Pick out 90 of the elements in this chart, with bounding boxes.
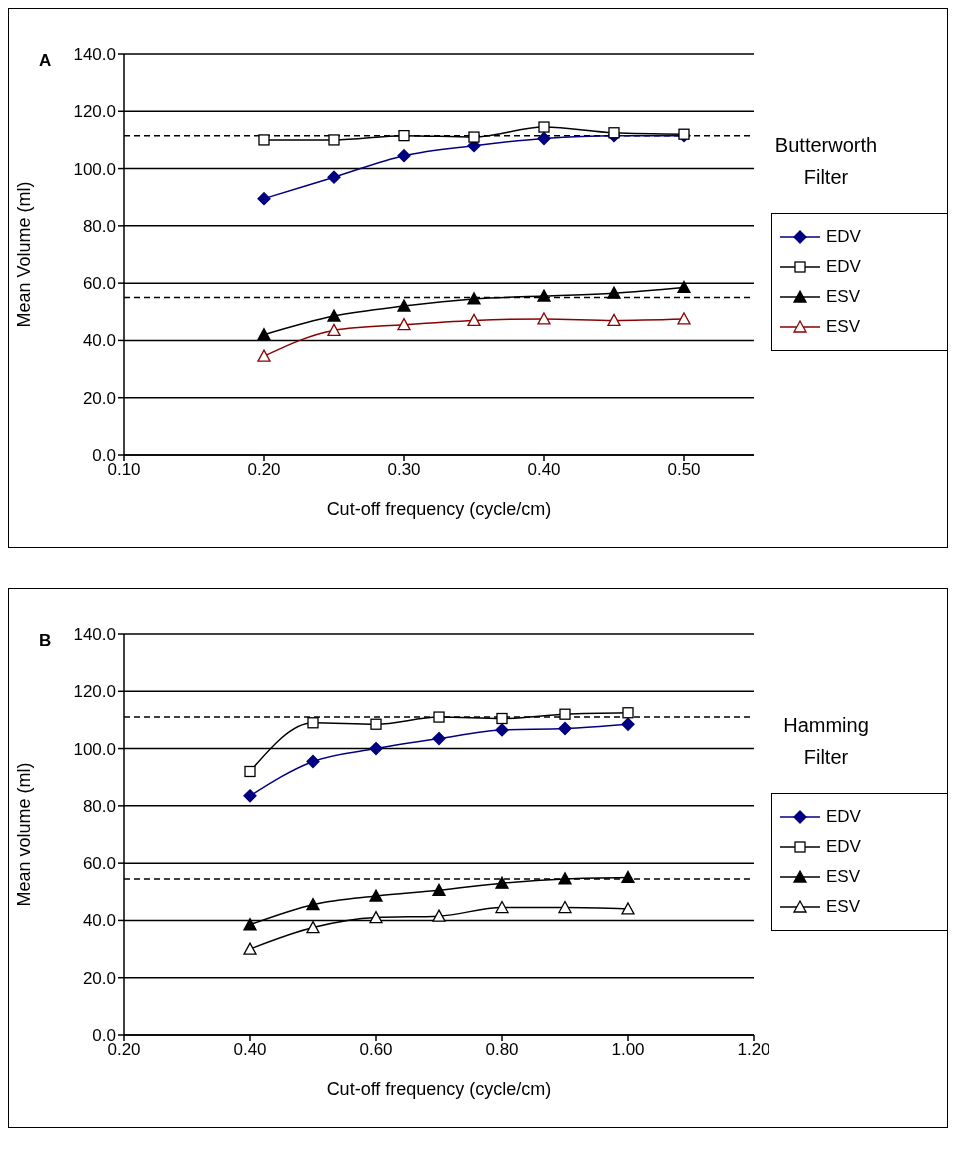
y-tick-label: 20.0 <box>82 968 116 988</box>
x-tick-label: 0.60 <box>359 1040 393 1060</box>
point <box>432 883 446 896</box>
x-tick-label: 1.20 <box>737 1040 771 1060</box>
point <box>622 707 634 719</box>
x-axis-title: Cut-off frequency (cycle/cm) <box>326 499 552 519</box>
point <box>495 876 509 889</box>
point <box>538 121 550 133</box>
point <box>677 312 691 325</box>
point <box>328 134 340 146</box>
point <box>327 323 341 337</box>
y-tick-label: 80.0 <box>82 216 116 236</box>
legend-title: Butterworth Filter <box>773 133 879 190</box>
point <box>496 712 508 725</box>
point <box>537 312 551 325</box>
y-tick-label: 100.0 <box>73 739 116 759</box>
x-tick-label: 0.50 <box>667 460 701 480</box>
point <box>257 349 271 362</box>
point <box>607 313 621 327</box>
y-tick-label: 20.0 <box>82 388 116 408</box>
point <box>621 902 635 915</box>
y-tick-label: 100.0 <box>73 159 116 179</box>
point <box>677 280 691 294</box>
legend-label: ESV <box>826 287 861 307</box>
point <box>432 731 446 746</box>
y-tick-label: 60.0 <box>82 274 116 294</box>
point <box>608 127 620 139</box>
legend-label: ESV <box>826 867 861 887</box>
x-tick-label: 0.30 <box>387 460 421 480</box>
legend-label: EDV <box>826 257 861 277</box>
point <box>397 318 411 331</box>
point <box>432 909 446 922</box>
point <box>244 765 256 778</box>
point <box>495 900 509 914</box>
x-tick-label: 0.40 <box>527 460 561 480</box>
y-tick-label: 140.0 <box>73 45 116 65</box>
x-tick-label: 0.40 <box>233 1040 267 1060</box>
point <box>397 149 411 163</box>
point <box>397 299 411 312</box>
point <box>257 328 271 341</box>
point <box>537 131 551 146</box>
point <box>468 131 480 143</box>
y-tick-label: 60.0 <box>82 854 116 874</box>
legend-label: EDV <box>826 227 861 247</box>
legend-title: Hamming Filter <box>782 713 870 770</box>
legend-label: EDV <box>826 837 861 857</box>
point <box>369 889 383 902</box>
point <box>433 711 445 723</box>
legend-label: EDV <box>826 807 861 827</box>
point <box>467 292 481 305</box>
point <box>306 920 320 934</box>
point <box>307 717 319 729</box>
point <box>258 134 270 146</box>
x-tick-label: 1.00 <box>611 1040 645 1060</box>
point <box>558 900 572 914</box>
point <box>243 942 257 955</box>
legend-label: ESV <box>826 897 861 917</box>
point <box>306 754 320 769</box>
point <box>257 192 271 206</box>
text: A <box>39 51 52 71</box>
y-axis-title: Mean volume (ml) <box>14 762 35 907</box>
point <box>621 717 635 731</box>
point <box>621 870 635 884</box>
point <box>369 910 383 924</box>
y-tick-label: 80.0 <box>82 796 116 816</box>
text: B <box>39 631 52 651</box>
x-axis-title: Cut-off frequency (cycle/cm) <box>326 1079 552 1099</box>
x-tick-label: 0.80 <box>485 1040 519 1060</box>
point <box>558 721 572 736</box>
legend-label: ESV <box>826 317 861 337</box>
point <box>559 708 571 720</box>
point <box>607 286 621 299</box>
point <box>327 309 341 322</box>
y-tick-label: 120.0 <box>73 102 116 122</box>
y-tick-label: 140.0 <box>73 625 116 645</box>
y-tick-label: 120.0 <box>73 682 116 702</box>
point <box>537 289 551 302</box>
x-tick-label: 0.20 <box>247 460 281 480</box>
point <box>306 898 320 911</box>
point <box>370 718 382 730</box>
y-tick-label: 40.0 <box>82 911 116 931</box>
point <box>558 872 572 885</box>
point <box>243 918 257 931</box>
point <box>327 170 341 184</box>
point <box>369 741 383 756</box>
point <box>398 129 410 142</box>
point <box>467 313 481 327</box>
y-tick-label: 40.0 <box>82 331 116 351</box>
y-axis-title: Mean Volume (ml) <box>14 181 35 328</box>
point <box>243 789 257 803</box>
